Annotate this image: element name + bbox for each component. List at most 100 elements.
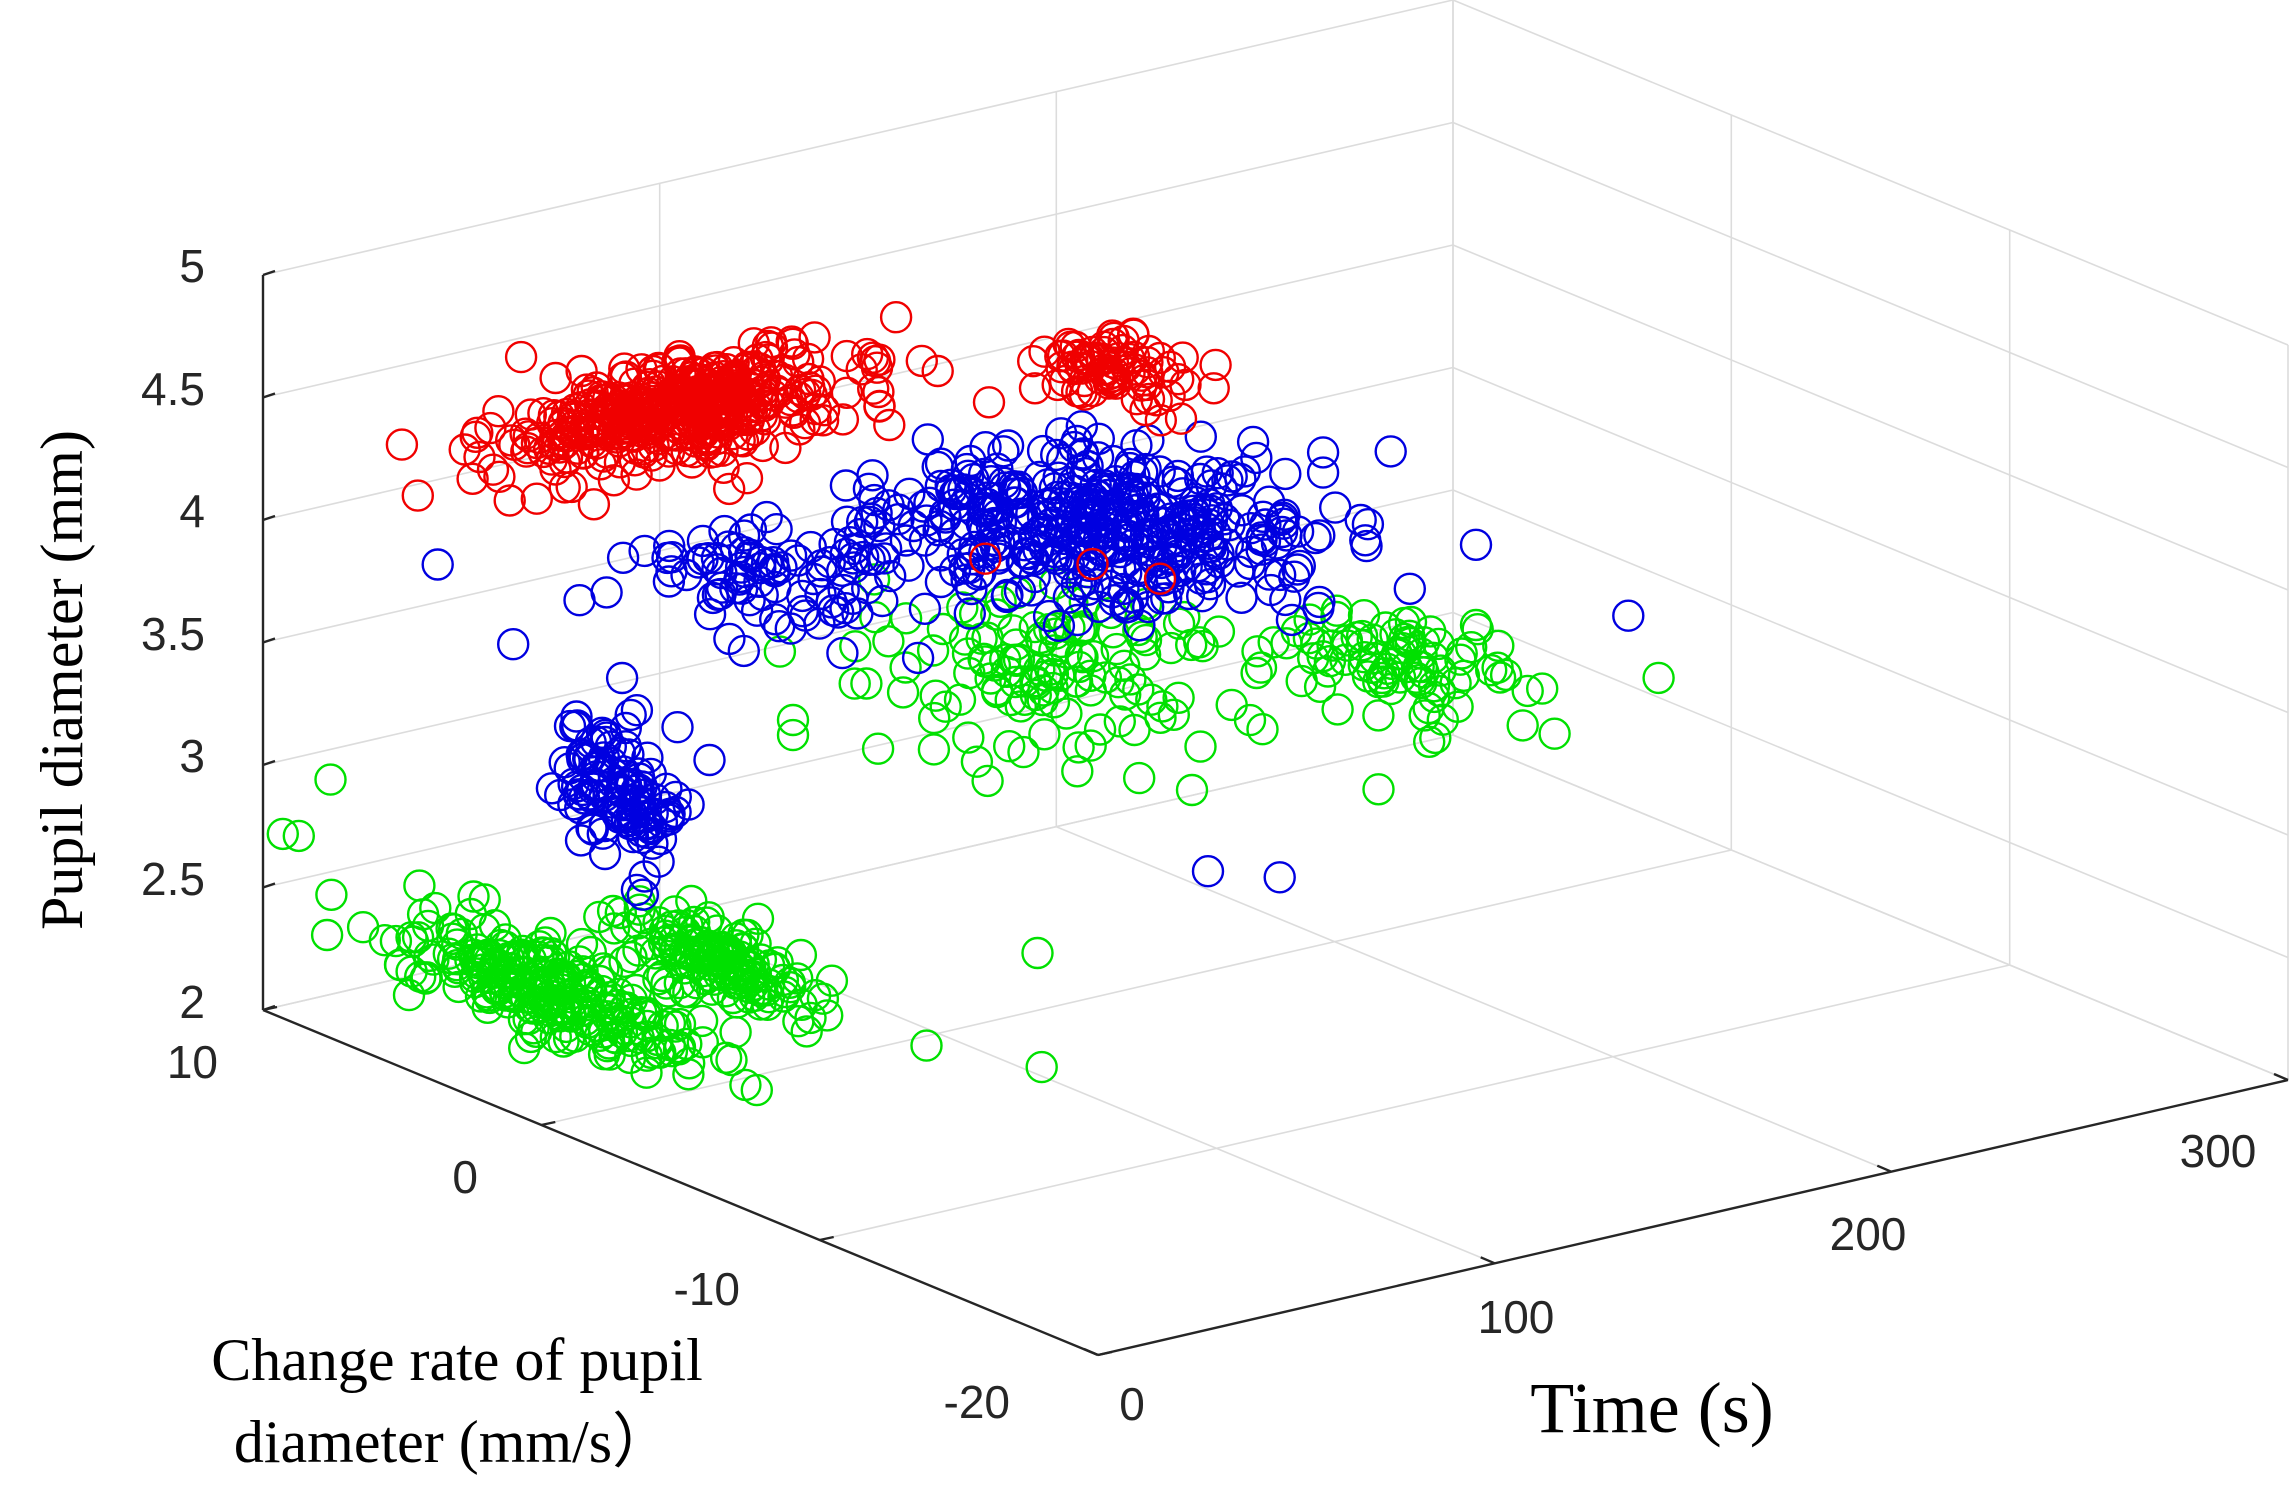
data-point-blue	[1164, 501, 1197, 534]
data-point-blue	[991, 429, 1025, 462]
data-point-blue	[580, 768, 613, 801]
x-tick-label: 100	[1478, 1291, 1555, 1343]
data-point-green	[479, 949, 512, 982]
data-point-green	[534, 916, 567, 950]
data-point-red	[745, 399, 779, 432]
data-point-green	[1538, 717, 1571, 750]
data-point-green	[1240, 656, 1273, 690]
data-point-blue	[1234, 535, 1268, 569]
data-point-blue	[620, 873, 654, 907]
data-point-green	[1368, 657, 1401, 690]
data-point-green	[1482, 629, 1515, 662]
data-point-green	[1129, 623, 1163, 657]
data-point-green	[401, 921, 435, 954]
data-point-blue	[837, 532, 870, 566]
data-point-blue	[863, 509, 896, 543]
data-point-blue	[974, 528, 1007, 561]
data-point-red	[969, 542, 1002, 575]
data-point-blue	[693, 598, 727, 631]
data-point-red	[456, 462, 489, 495]
grid-line	[1452, 611, 2289, 959]
data-point-green	[549, 960, 582, 993]
data-point-red	[921, 354, 954, 388]
y-tick-labels: 10 0 -10 -20	[167, 1036, 1010, 1428]
data-point-green	[1351, 660, 1385, 693]
data-point-green	[1083, 713, 1117, 746]
data-point-red	[776, 327, 809, 360]
data-point-red	[670, 434, 703, 468]
data-point-green	[697, 936, 731, 969]
data-point-green	[776, 718, 810, 752]
data-point-green	[392, 978, 426, 1012]
grid-line	[262, 366, 1454, 644]
data-point-green	[1074, 674, 1108, 707]
data-point-green	[1390, 650, 1423, 684]
data-point-red	[727, 399, 760, 433]
data-point-blue	[1146, 561, 1179, 594]
x-tick-label: 0	[1119, 1378, 1145, 1430]
data-point-blue	[1277, 560, 1311, 593]
data-point-blue	[744, 545, 777, 578]
data-point-blue	[1263, 861, 1296, 894]
data-point-blue	[733, 584, 766, 617]
data-point-green	[630, 999, 663, 1033]
data-point-green	[980, 675, 1014, 709]
data-point-blue	[740, 594, 774, 627]
data-point-red	[483, 460, 516, 493]
data-point-green	[984, 585, 1017, 618]
data-point-green	[815, 964, 849, 997]
grid-line	[262, 121, 1454, 399]
data-point-green	[1154, 631, 1188, 665]
data-point-red	[826, 403, 860, 436]
data-point-blue	[948, 489, 981, 522]
data-point-green	[1103, 705, 1137, 738]
data-point-blue	[605, 661, 639, 695]
data-point-green	[1394, 626, 1427, 660]
data-point-green	[1074, 729, 1107, 762]
data-point-green	[395, 921, 428, 954]
grid-line	[1452, 489, 2289, 836]
data-point-blue	[1306, 436, 1340, 469]
data-point-blue	[924, 447, 958, 480]
data-point-green	[1168, 600, 1201, 634]
data-point-blue	[1163, 554, 1197, 588]
data-point-green	[1144, 701, 1177, 734]
data-point-red	[799, 403, 832, 436]
data-point-green	[1038, 634, 1071, 667]
data-point-blue	[1053, 490, 1087, 523]
data-point-green	[1321, 693, 1354, 726]
x-tick-mark	[1876, 1164, 1892, 1173]
data-point-red	[807, 394, 841, 427]
data-point-blue	[574, 726, 607, 759]
data-point-blue	[1071, 556, 1105, 589]
data-point-blue	[1015, 542, 1049, 575]
data-point-blue	[653, 797, 686, 831]
grid-line	[541, 849, 1732, 1126]
data-point-green	[550, 1010, 583, 1044]
data-point-green	[1215, 688, 1248, 722]
data-point-blue	[1026, 434, 1060, 468]
z-tick-label: 2.5	[141, 853, 205, 905]
data-point-blue	[826, 636, 859, 670]
data-point-red	[749, 340, 783, 374]
data-point-blue	[693, 743, 726, 777]
data-point-red	[650, 384, 683, 417]
data-point-blue	[1303, 519, 1336, 552]
data-point-blue	[786, 579, 819, 613]
data-point-green	[583, 964, 616, 998]
data-point-green	[671, 909, 704, 942]
data-point-green	[728, 960, 761, 993]
data-point-green	[1412, 725, 1446, 758]
data-point-blue	[1033, 508, 1066, 541]
data-point-green	[1419, 721, 1452, 755]
data-point-blue	[1318, 491, 1352, 524]
x-tick-label: 200	[1830, 1208, 1907, 1260]
data-point-blue	[1260, 527, 1294, 560]
data-point-blue	[682, 546, 715, 579]
data-point-green	[553, 977, 587, 1011]
data-point-green	[971, 764, 1004, 798]
data-point-green	[1292, 622, 1326, 655]
y-tick-label: 10	[167, 1036, 218, 1088]
data-point-blue	[1195, 504, 1229, 537]
data-point-blue	[908, 592, 942, 625]
